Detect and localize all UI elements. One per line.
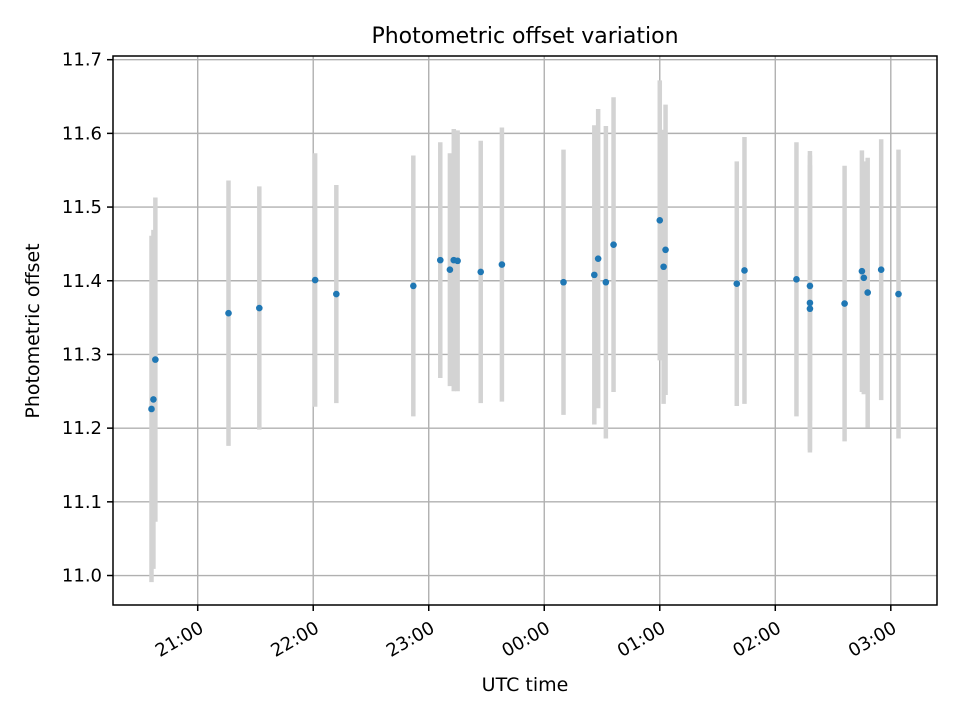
x-tick-label: 03:00 <box>845 618 900 662</box>
data-point <box>864 289 871 296</box>
data-point <box>858 267 866 275</box>
grid-layer <box>113 56 937 605</box>
x-tick-label: 21:00 <box>152 618 207 662</box>
data-point <box>311 276 319 284</box>
errorbar-layer <box>149 80 901 583</box>
y-tick-label: 11.5 <box>62 197 102 218</box>
data-point <box>656 217 664 224</box>
x-tick-label: 00:00 <box>498 618 553 662</box>
data-point <box>436 256 444 264</box>
data-point <box>877 266 885 274</box>
data-point <box>662 246 669 254</box>
data-point <box>895 290 902 298</box>
plot-frame <box>112 55 938 606</box>
y-tick-label: 11.4 <box>62 271 102 292</box>
data-point <box>256 304 263 312</box>
chart-title: Photometric offset variation <box>371 24 678 49</box>
data-point <box>410 282 417 290</box>
y-axis-label: Photometric offset <box>22 243 44 418</box>
data-point <box>660 263 667 271</box>
data-point <box>560 278 567 286</box>
data-point <box>150 396 157 403</box>
data-point <box>594 255 602 262</box>
data-point <box>498 261 506 268</box>
y-tick-label: 11.0 <box>62 566 102 587</box>
data-point <box>454 257 461 265</box>
y-tick-label: 11.6 <box>62 123 102 144</box>
data-point <box>152 356 159 363</box>
data-point <box>333 290 340 298</box>
data-point <box>841 300 848 307</box>
data-point <box>225 309 232 317</box>
y-tick-label: 11.1 <box>62 492 102 513</box>
x-tick-label: 02:00 <box>729 618 784 662</box>
data-point <box>733 280 741 288</box>
y-tick-label: 11.7 <box>62 50 102 71</box>
data-point <box>602 278 610 286</box>
data-point <box>793 275 800 283</box>
x-axis-label: UTC time <box>482 674 569 696</box>
data-point <box>806 305 814 313</box>
data-point <box>806 282 814 290</box>
data-point <box>806 299 814 307</box>
y-tick-label: 11.3 <box>62 344 102 365</box>
x-tick-label: 01:00 <box>614 618 669 662</box>
data-point <box>610 241 617 248</box>
data-point <box>591 271 598 279</box>
x-tick-label: 22:00 <box>267 618 322 662</box>
x-tick-label: 23:00 <box>383 618 438 662</box>
data-point <box>446 266 454 274</box>
y-tick-label: 11.2 <box>62 418 102 439</box>
data-point <box>477 268 485 276</box>
data-point <box>860 274 868 282</box>
data-point <box>148 405 155 413</box>
data-point <box>741 267 748 274</box>
point-layer <box>148 217 902 413</box>
